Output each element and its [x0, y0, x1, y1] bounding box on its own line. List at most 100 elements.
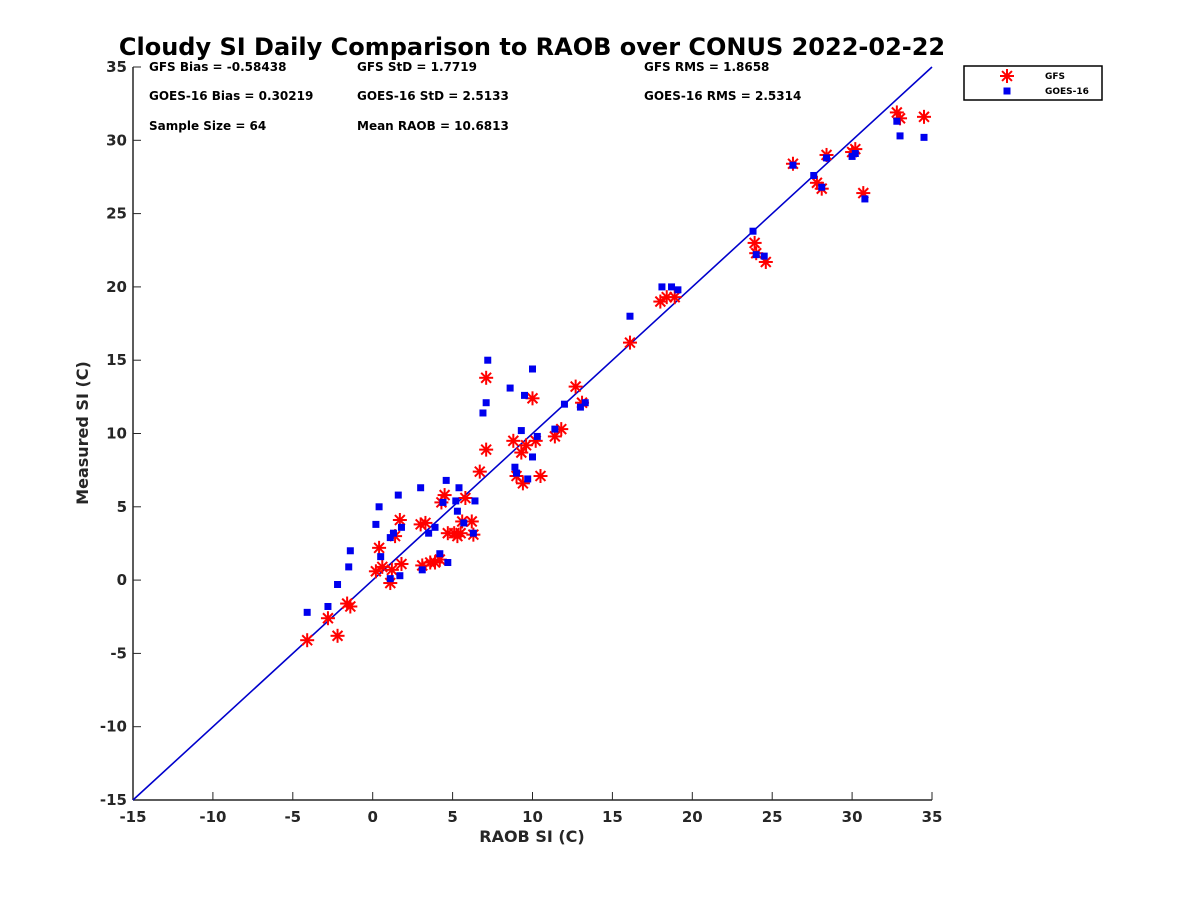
- goes16-point: [823, 154, 831, 162]
- goes16-point: [861, 195, 869, 203]
- goes16-point: [896, 132, 904, 140]
- legend-goes16-symbol: [1003, 87, 1011, 95]
- gfs-point: [533, 469, 548, 484]
- goes16-point: [386, 534, 394, 542]
- gfs-point: [418, 515, 433, 530]
- x-tick-label: -15: [119, 808, 146, 826]
- goes16-point: [386, 575, 394, 583]
- gfs-point: [506, 433, 521, 448]
- gfs-point: [368, 564, 383, 579]
- stat-gfs-bias: GFS Bias = -0.58438: [149, 60, 286, 74]
- stat-mean-raob: Mean RAOB = 10.6813: [357, 119, 509, 133]
- goes16-point: [394, 491, 402, 499]
- goes16-point: [334, 580, 342, 588]
- one-to-one-line: [132, 66, 933, 801]
- goes16-point: [431, 523, 439, 531]
- goes16-point: [460, 519, 468, 527]
- y-tick-label: 0: [117, 571, 127, 589]
- goes16-point: [377, 553, 385, 561]
- stat-goes-rms: GOES-16 RMS = 2.5314: [644, 89, 801, 103]
- goes16-point: [674, 286, 682, 294]
- x-axis-ticks: -15 -10 -5 0 5 10 15 20 25 30 35: [119, 792, 942, 826]
- x-tick-label: 20: [682, 808, 703, 826]
- series-layer: [300, 105, 932, 648]
- gfs-point: [479, 442, 494, 457]
- goes16-point: [517, 427, 525, 435]
- x-tick-label: 25: [762, 808, 783, 826]
- goes16-point: [851, 149, 859, 157]
- goes16-point: [346, 547, 354, 555]
- goes16-point: [444, 559, 452, 567]
- x-axis-label: RAOB SI (C): [479, 827, 584, 846]
- stat-goes-bias: GOES-16 Bias = 0.30219: [149, 89, 313, 103]
- goes16-point: [442, 476, 450, 484]
- goes16-point: [425, 529, 433, 537]
- goes16-point: [560, 400, 568, 408]
- goes16-point: [453, 507, 461, 515]
- goes16-point: [893, 117, 901, 125]
- legend-goes16-label: GOES-16: [1045, 87, 1089, 97]
- goes16-point: [324, 602, 332, 610]
- gfs-point: [479, 370, 494, 385]
- x-tick-label: 30: [842, 808, 863, 826]
- goes16-point: [471, 497, 479, 505]
- goes16-point: [389, 529, 397, 537]
- goes16-point: [455, 484, 463, 492]
- goes16-point: [810, 171, 818, 179]
- legend-box: [963, 65, 1103, 101]
- gfs-point: [330, 628, 345, 643]
- y-tick-label: 30: [106, 131, 127, 149]
- goes16-point: [396, 572, 404, 580]
- gfs-point: [392, 512, 407, 527]
- goes16-point: [511, 463, 519, 471]
- gfs-point: [320, 611, 335, 626]
- y-tick-label: -10: [100, 718, 127, 736]
- goes16-point: [452, 497, 460, 505]
- goes16-point: [436, 550, 444, 558]
- legend-goes16-marker: [1003, 87, 1011, 95]
- goes16-point: [533, 432, 541, 440]
- stats-block: GFS Bias = -0.58438 GFS StD = 1.7719 GFS…: [149, 60, 801, 133]
- y-tick-label: 5: [117, 498, 127, 516]
- x-tick-label: 0: [367, 808, 377, 826]
- goes16-point: [375, 503, 383, 511]
- goes16-point: [529, 453, 536, 461]
- goes16-point: [479, 409, 487, 417]
- goes16-point: [417, 484, 425, 492]
- goes16-point: [818, 183, 826, 191]
- goes16-point: [749, 227, 757, 235]
- gfs-point: [458, 491, 473, 506]
- x-tick-label: 35: [922, 808, 943, 826]
- goes16-point: [345, 563, 353, 571]
- goes16-point: [372, 520, 380, 528]
- y-tick-label: -15: [100, 791, 127, 809]
- y-tick-label: 35: [106, 58, 127, 76]
- legend-gfs-label: GFS: [1045, 72, 1065, 82]
- reference-line-layer: [132, 66, 933, 801]
- gfs-point: [384, 562, 399, 577]
- goes16-point: [760, 252, 768, 260]
- gfs-point: [453, 526, 468, 541]
- goes16-point: [521, 391, 529, 399]
- y-tick-label: 20: [106, 278, 127, 296]
- goes16-point: [658, 283, 666, 291]
- goes16-point: [482, 399, 490, 407]
- stat-goes-std: GOES-16 StD = 2.5133: [357, 89, 509, 103]
- gfs-point: [747, 235, 762, 250]
- goes16-point: [513, 469, 521, 477]
- goes16-point: [752, 251, 760, 259]
- goes16-point: [397, 523, 405, 531]
- goes16-point: [418, 566, 426, 574]
- legend: GFS GOES-16: [963, 65, 1103, 101]
- gfs-point: [300, 633, 315, 648]
- stat-gfs-std: GFS StD = 1.7719: [357, 60, 477, 74]
- gfs-point: [343, 599, 358, 614]
- gfs-point: [514, 445, 529, 460]
- series-gfs: [300, 105, 932, 648]
- y-tick-label: 15: [106, 351, 127, 369]
- stat-sample-size: Sample Size = 64: [149, 119, 266, 133]
- goes16-point: [626, 312, 634, 320]
- y-tick-label: -5: [110, 644, 127, 662]
- goes16-point: [668, 283, 676, 291]
